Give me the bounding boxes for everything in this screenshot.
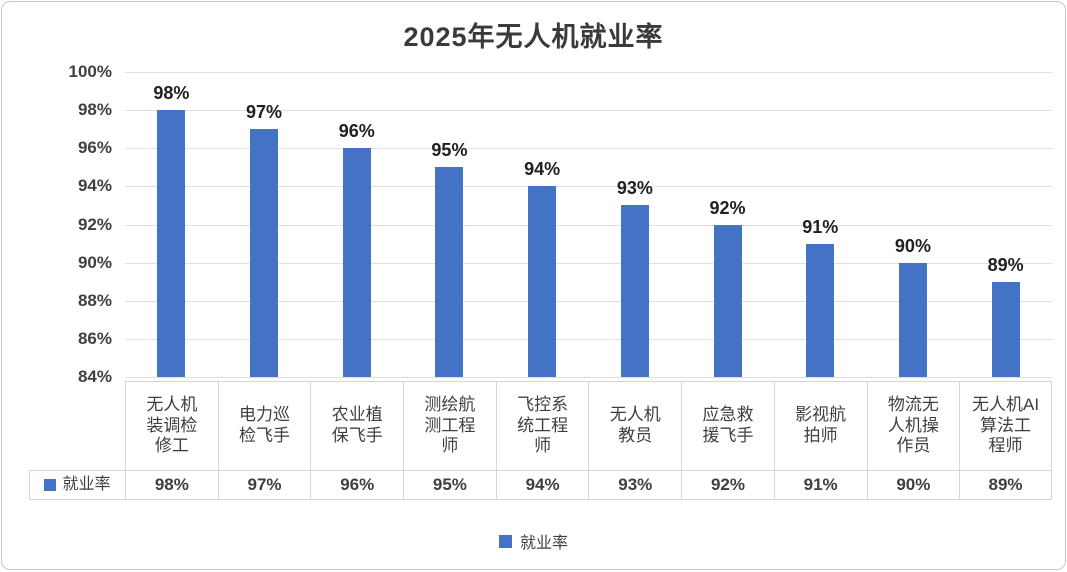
gridline	[125, 110, 1052, 112]
bar-value-label: 95%	[431, 140, 468, 161]
y-axis-tick-label: 88%	[77, 290, 112, 310]
y-axis-tick-label: 96%	[77, 138, 112, 158]
y-axis-tick-label: 98%	[77, 100, 112, 120]
value-cell: 95%	[403, 470, 496, 500]
category-cell: 无人机AI 算法工 程师	[959, 381, 1052, 470]
gridline	[125, 300, 1052, 302]
y-axis-tick-label: 84%	[77, 367, 112, 386]
value-cell: 94%	[495, 470, 589, 500]
series-key-cell: 就业率	[29, 470, 125, 500]
bar-value-label: 89%	[987, 254, 1024, 275]
value-cell: 98%	[125, 470, 218, 500]
gridline	[125, 338, 1052, 340]
category-cell: 无人机 装调检 修工	[125, 381, 218, 470]
chart-title: 2025年无人机就业率	[403, 22, 664, 52]
data-table: 无人机 装调检 修工 电力巡 检飞手 农业植 保飞手 测绘航 测工程 师飞控系 统工程…	[29, 381, 1052, 500]
bar-value-label: 97%	[246, 102, 283, 123]
y-axis-tick-label: 86%	[77, 328, 112, 348]
bar	[157, 110, 186, 377]
legend-swatch-icon	[498, 534, 512, 548]
bar	[991, 281, 1020, 377]
bar	[713, 224, 742, 377]
category-cell: 电力巡 检飞手	[217, 381, 311, 470]
legend: 就业率	[2, 529, 1065, 553]
gridline	[125, 377, 1052, 378]
value-cell: 97%	[217, 470, 311, 500]
category-cell: 农业植 保飞手	[310, 381, 404, 470]
bar	[250, 129, 279, 377]
gridline	[125, 224, 1052, 226]
bar	[528, 186, 557, 377]
y-axis-tick-label: 92%	[77, 214, 112, 234]
value-cell: 91%	[773, 470, 867, 500]
value-cell: 92%	[681, 470, 774, 500]
bar-value-label: 90%	[894, 235, 931, 256]
category-cell: 飞控系 统工程 师	[495, 381, 589, 470]
series-key-swatch-icon	[44, 479, 57, 491]
y-axis-tick-label: 94%	[77, 176, 112, 196]
bar-value-label: 98%	[153, 83, 190, 104]
series-key-label: 就业率	[62, 476, 111, 494]
category-cell: 物流无 人机操 作员	[866, 381, 960, 470]
bar-value-label: 91%	[802, 216, 839, 237]
gridline	[125, 186, 1052, 188]
value-cell: 89%	[959, 470, 1052, 500]
category-cell: 无人机 教员	[588, 381, 682, 470]
plot-area: 98% 97% 96% 95% 94% 93% 92% 91% 90% 89%	[125, 72, 1052, 378]
y-axis-tick-label: 100%	[68, 62, 112, 81]
bar	[898, 262, 927, 377]
gridline	[125, 72, 1052, 73]
bar-value-label: 93%	[616, 178, 653, 199]
bar	[435, 167, 464, 377]
category-cell: 影视航 拍师	[773, 381, 867, 470]
bar	[342, 148, 371, 377]
bar-value-label: 96%	[338, 121, 375, 142]
legend-label: 就业率	[519, 535, 568, 552]
gridline	[125, 262, 1052, 264]
value-cell: 93%	[588, 470, 682, 500]
table-corner-cell	[29, 381, 125, 470]
category-cell: 测绘航 测工程 师	[403, 381, 496, 470]
bar-value-label: 94%	[524, 159, 561, 180]
bar-value-label: 92%	[709, 197, 746, 218]
category-cell: 应急救 援飞手	[681, 381, 774, 470]
bar	[620, 205, 649, 377]
bar	[806, 243, 835, 377]
value-cell: 90%	[866, 470, 960, 500]
gridline	[125, 148, 1052, 150]
y-axis-tick-label: 90%	[77, 252, 112, 272]
value-cell: 96%	[310, 470, 404, 500]
